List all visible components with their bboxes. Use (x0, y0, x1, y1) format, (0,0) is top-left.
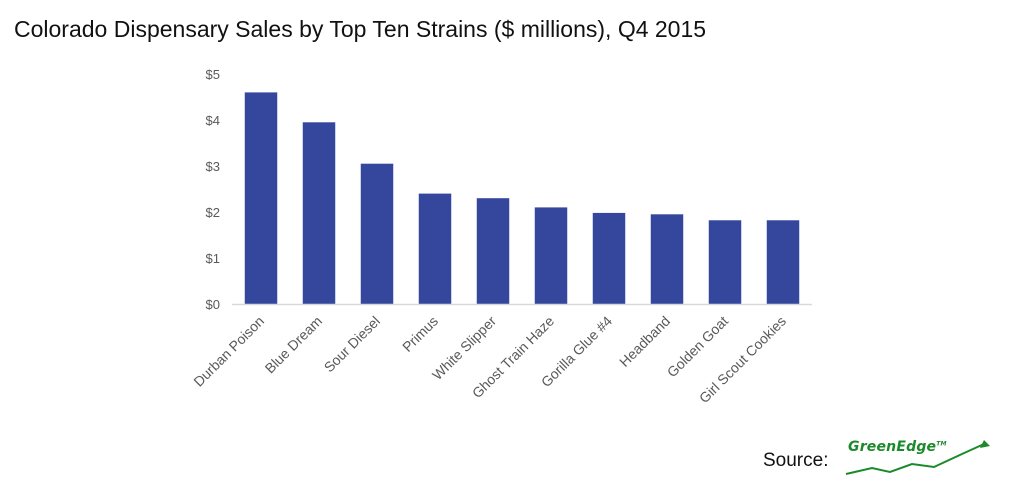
bar (708, 220, 742, 304)
x-category-label: Blue Dream (262, 313, 326, 377)
bar (244, 92, 278, 305)
x-category-label: Sour Diesel (321, 313, 383, 375)
chart-title: Colorado Dispensary Sales by Top Ten Str… (14, 16, 707, 42)
bars (244, 92, 800, 305)
y-tick-label: $2 (206, 205, 220, 220)
y-axis-ticks: $0 $1 $2 $3 $4 $5 (206, 67, 220, 312)
bar (766, 220, 800, 304)
bar (360, 163, 394, 304)
bar (302, 122, 336, 304)
bar (418, 193, 452, 304)
y-tick-label: $3 (206, 159, 220, 174)
greenedge-logo: GreenEdgeTM (842, 436, 992, 481)
y-tick-label: $0 (206, 297, 220, 312)
x-category-label: Headband (616, 313, 673, 370)
x-category-label: Durban Poison (190, 313, 267, 390)
bar (534, 207, 568, 304)
logo-wordmark: GreenEdgeTM (848, 439, 947, 455)
x-category-label: Primus (399, 313, 441, 355)
logo-swoosh-icon (845, 440, 990, 475)
bar (592, 212, 626, 304)
y-tick-label: $5 (206, 67, 220, 82)
bar (476, 198, 510, 304)
y-tick-label: $1 (206, 251, 220, 266)
bar (650, 214, 684, 304)
source-label: Source: (763, 450, 829, 471)
y-tick-label: $4 (206, 113, 220, 128)
